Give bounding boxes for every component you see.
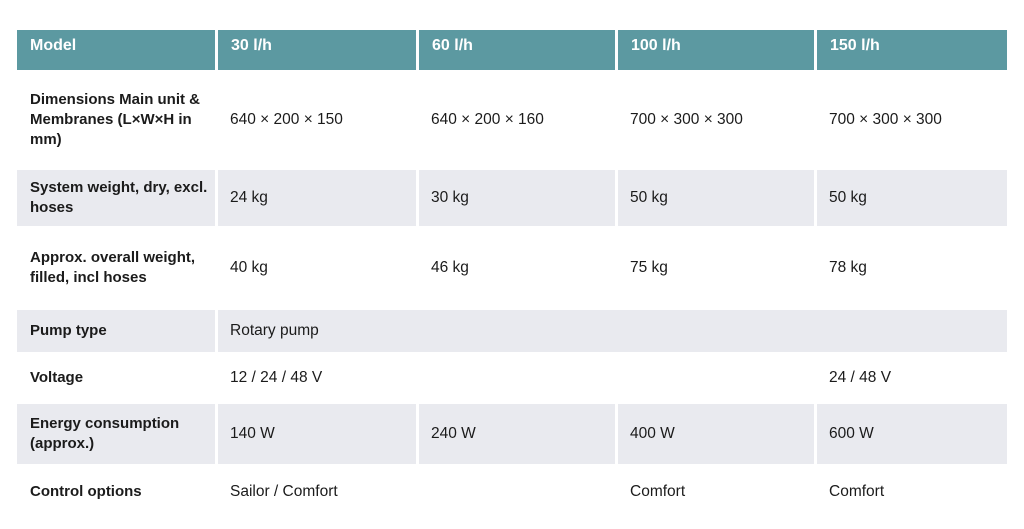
cell-system-weight-100lh: 50 kg <box>618 170 814 226</box>
row-label: Energy consumption (approx.) <box>17 404 215 464</box>
row-label: System weight, dry, excl. hoses <box>17 170 215 226</box>
cell-energy-30lh: 140 W <box>218 404 416 464</box>
cell-voltage-150lh: 24 / 48 V <box>829 369 892 386</box>
row-dimensions: Dimensions Main unit & Membranes (L×W×H … <box>17 73 1007 167</box>
cell-control-100lh: Comfort <box>630 483 686 500</box>
cell-dimensions-100lh: 700 × 300 × 300 <box>630 111 743 128</box>
row-pump-type: Pump type Rotary pump <box>17 310 1007 352</box>
table-header-row: Model 30 l/h 60 l/h 100 l/h 150 l/h <box>17 30 1007 70</box>
cell-control-60lh <box>419 467 615 517</box>
cell-dimensions-60lh: 640 × 200 × 160 <box>431 111 544 128</box>
cell-control-150lh: Comfort <box>829 483 885 500</box>
row-voltage: Voltage 12 / 24 / 48 V 24 / 48 V <box>17 355 1007 401</box>
cell-overall-weight-30lh: 40 kg <box>230 259 268 276</box>
cell-voltage-30lh: 12 / 24 / 48 V <box>230 369 323 386</box>
cell-system-weight-150lh: 50 kg <box>817 170 1007 226</box>
spec-table: Model 30 l/h 60 l/h 100 l/h 150 l/h Dime… <box>14 27 1010 520</box>
header-cell-150lh: 150 l/h <box>817 30 1007 70</box>
cell-system-weight-30lh: 24 kg <box>218 170 416 226</box>
header-cell-model: Model <box>17 30 215 70</box>
cell-system-weight-60lh: 30 kg <box>419 170 615 226</box>
row-energy-consumption: Energy consumption (approx.) 140 W 240 W… <box>17 404 1007 464</box>
header-cell-30lh: 30 l/h <box>218 30 416 70</box>
row-system-weight: System weight, dry, excl. hoses 24 kg 30… <box>17 170 1007 226</box>
cell-energy-60lh: 240 W <box>419 404 615 464</box>
cell-dimensions-30lh: 640 × 200 × 150 <box>230 111 343 128</box>
header-cell-100lh: 100 l/h <box>618 30 814 70</box>
header-cell-60lh: 60 l/h <box>419 30 615 70</box>
row-label: Dimensions Main unit & Membranes (L×W×H … <box>30 90 201 149</box>
row-label: Voltage <box>30 368 84 386</box>
cell-dimensions-150lh: 700 × 300 × 300 <box>829 111 942 128</box>
cell-energy-150lh: 600 W <box>817 404 1007 464</box>
cell-voltage-100lh <box>618 355 814 401</box>
row-overall-weight: Approx. overall weight, filled, incl hos… <box>17 229 1007 307</box>
cell-energy-100lh: 400 W <box>618 404 814 464</box>
cell-voltage-60lh <box>419 355 615 401</box>
cell-control-30lh: Sailor / Comfort <box>230 483 338 500</box>
row-label: Pump type <box>17 310 215 352</box>
cell-overall-weight-150lh: 78 kg <box>829 259 867 276</box>
cell-pump-type-all: Rotary pump <box>218 310 1007 352</box>
cell-overall-weight-100lh: 75 kg <box>630 259 668 276</box>
cell-overall-weight-60lh: 46 kg <box>431 259 469 276</box>
row-control-options: Control options Sailor / Comfort Comfort… <box>17 467 1007 517</box>
row-label: Approx. overall weight, filled, incl hos… <box>30 248 196 286</box>
row-label: Control options <box>30 482 142 500</box>
